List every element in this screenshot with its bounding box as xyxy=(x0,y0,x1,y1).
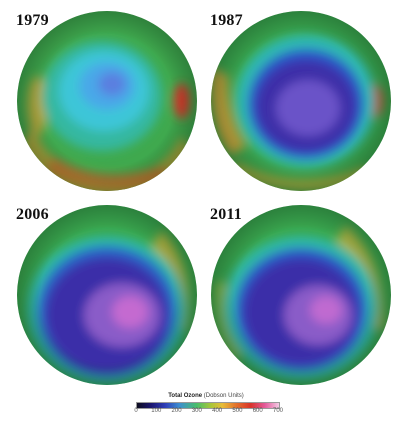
legend-tick-label: 700 xyxy=(272,408,284,414)
legend-ticks: 0 100 200 300 400 500 600 700 xyxy=(130,408,290,416)
globe-panel-1987: 1987 xyxy=(206,6,396,196)
legend-gradient-bar xyxy=(136,402,280,409)
legend-tick-label: 0 xyxy=(134,408,138,414)
legend-title: Total Ozone (Dobson Units) xyxy=(136,393,276,399)
legend-title-unit: (Dobson Units) xyxy=(203,393,244,399)
color-scale-legend: Total Ozone (Dobson Units) 0 100 200 300 400… xyxy=(130,393,290,427)
globe-panel-1979: 1979 xyxy=(12,6,202,196)
legend-tick-label: 200 xyxy=(171,408,182,414)
legend-tick-label: 600 xyxy=(252,408,263,414)
year-label: 1987 xyxy=(210,12,243,29)
globe-panel-2006: 2006 xyxy=(12,200,202,390)
year-label: 1979 xyxy=(16,12,49,29)
legend-tick-label: 500 xyxy=(232,408,243,414)
ozone-globe-2006 xyxy=(17,205,197,385)
year-label: 2011 xyxy=(210,206,242,223)
legend-tick-label: 300 xyxy=(191,408,202,414)
legend-tick-label: 400 xyxy=(212,408,223,414)
legend-tick-label: 100 xyxy=(151,408,162,414)
ozone-globe-1979 xyxy=(17,11,197,191)
year-label: 2006 xyxy=(16,206,49,223)
ozone-globe-1987 xyxy=(211,11,391,191)
legend-title-bold: Total Ozone xyxy=(168,393,203,399)
globe-panel-2011: 2011 xyxy=(206,200,396,390)
ozone-globe-2011 xyxy=(211,205,391,385)
